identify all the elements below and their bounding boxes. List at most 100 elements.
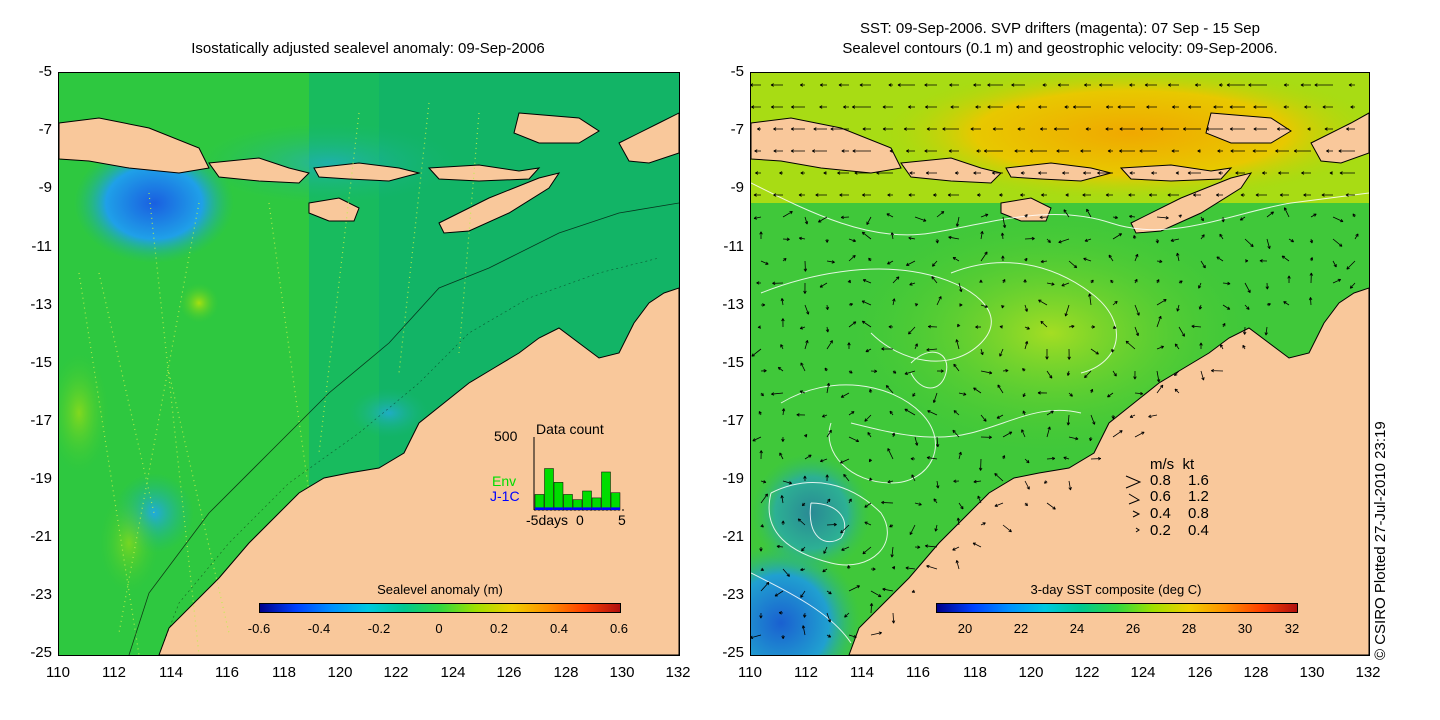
velocity-arrow	[843, 105, 849, 109]
velocity-arrow	[1200, 216, 1204, 222]
x-tick: 110	[46, 664, 70, 681]
velocity-arrow	[1043, 480, 1048, 484]
colorbar-label: 32	[1284, 621, 1300, 636]
velocity-arrow	[759, 546, 763, 552]
velocity-arrow	[1252, 149, 1267, 153]
velocity-arrow	[1134, 304, 1140, 316]
velocity-arrow	[1022, 410, 1026, 416]
velocity-arrow	[1020, 171, 1025, 175]
velocity-arrow	[1068, 392, 1073, 397]
timor-island	[1130, 172, 1253, 234]
velocity-arrow	[975, 325, 982, 329]
velocity-arrow	[958, 392, 967, 396]
velocity-arrow	[980, 370, 993, 375]
velocity-arrow	[790, 127, 805, 131]
velocity-arrow	[1244, 304, 1250, 310]
velocity-arrow	[980, 435, 992, 439]
velocity-arrow	[781, 436, 785, 442]
velocity-arrow	[868, 458, 873, 463]
velocity-arrow	[1022, 368, 1026, 372]
velocity-arrow	[973, 387, 982, 394]
velocity-arrow	[926, 564, 938, 570]
velocity-arrow	[1354, 233, 1359, 240]
velocity-arrow	[751, 83, 761, 87]
velocity-arrow	[1068, 480, 1072, 491]
velocity-arrow	[992, 171, 1003, 175]
velocity-arrow	[887, 193, 893, 197]
velocity-legend-header: m/s kt	[1150, 456, 1195, 473]
velocity-arrow	[1199, 342, 1203, 350]
velocity-arrow	[1002, 455, 1006, 460]
velocity-arrow	[862, 193, 871, 197]
x-tick: 130	[609, 664, 635, 681]
velocity-arrow	[953, 410, 960, 416]
velocity-arrow	[911, 474, 916, 482]
velocity-arrow	[911, 589, 916, 593]
velocity-arrow	[869, 388, 873, 394]
velocity-arrow	[1133, 235, 1137, 240]
velocity-arrow	[1072, 105, 1091, 109]
velocity-arrow	[1332, 278, 1342, 284]
velocity-arrow	[909, 171, 915, 175]
colorbar-label: 22	[1013, 621, 1029, 636]
velocity-arrow	[888, 83, 893, 87]
velocity-arrow	[1129, 414, 1136, 418]
velocity-arrow	[1221, 216, 1225, 223]
velocity-arrow	[1213, 105, 1223, 109]
velocity-arrow	[1024, 458, 1030, 464]
velocity-arrow	[1321, 193, 1333, 197]
velocity-arrow	[934, 524, 938, 532]
velocity-arrow	[861, 231, 872, 240]
velocity-arrow	[1112, 300, 1118, 306]
velocity-arrow	[1259, 259, 1268, 263]
velocity-arrow	[1053, 127, 1069, 131]
velocity-arrow	[1156, 315, 1162, 328]
colorbar-label: 0.2	[489, 621, 509, 636]
velocity-arrow	[958, 282, 963, 293]
velocity-arrow	[886, 213, 894, 218]
velocity-arrow	[924, 149, 937, 153]
sst-velocity-map	[751, 73, 1369, 655]
velocity-arrow	[1352, 213, 1356, 218]
velocity-arrow	[1046, 370, 1053, 379]
velocity-arrow	[948, 235, 960, 240]
velocity-arrow	[1062, 171, 1069, 175]
velocity-arrow	[978, 458, 983, 471]
velocity-arrow	[1156, 216, 1169, 220]
velocity-arrow	[759, 450, 763, 460]
velocity-arrow	[1348, 83, 1355, 87]
x-tick: 120	[1018, 664, 1044, 681]
velocity-arrow	[870, 567, 876, 571]
velocity-arrow	[1262, 171, 1267, 175]
env-label: Env	[492, 473, 517, 489]
velocity-arrow	[840, 392, 850, 398]
x-tick: 132	[1355, 664, 1381, 681]
velocity-arrow	[1119, 127, 1135, 131]
velocity-arrow	[1178, 326, 1185, 337]
velocity-arrow	[1235, 171, 1245, 175]
velocity-arrow	[841, 149, 849, 153]
velocity-legend-arrows	[1125, 475, 1142, 533]
x-tick: 126	[496, 664, 522, 681]
velocity-arrow	[1300, 83, 1311, 87]
velocity-arrow	[1144, 83, 1157, 87]
velocity-arrow	[976, 149, 981, 153]
velocity-arrow	[1322, 105, 1333, 109]
velocity-arrow	[823, 171, 827, 175]
legend-kt: 1.6	[1188, 472, 1209, 489]
velocity-arrow	[760, 392, 764, 397]
right-map-title-line1: SST: 09-Sep-2006. SVP drifters (magenta)…	[860, 20, 1260, 37]
colorbar-label: 0.6	[609, 621, 629, 636]
velocity-arrow	[908, 105, 915, 109]
velocity-arrow	[980, 251, 988, 262]
velocity-arrow	[1111, 348, 1115, 353]
velocity-arrow	[869, 477, 873, 482]
j1c-bar	[554, 507, 563, 510]
velocity-arrow	[780, 344, 784, 350]
velocity-arrow	[924, 544, 938, 548]
geostrophic-velocity-arrows	[751, 83, 1359, 640]
colorbar-label: -0.2	[367, 621, 391, 636]
velocity-arrow	[1244, 238, 1254, 248]
velocity-arrow	[973, 479, 982, 484]
hist-x-label: -5days	[526, 512, 569, 528]
